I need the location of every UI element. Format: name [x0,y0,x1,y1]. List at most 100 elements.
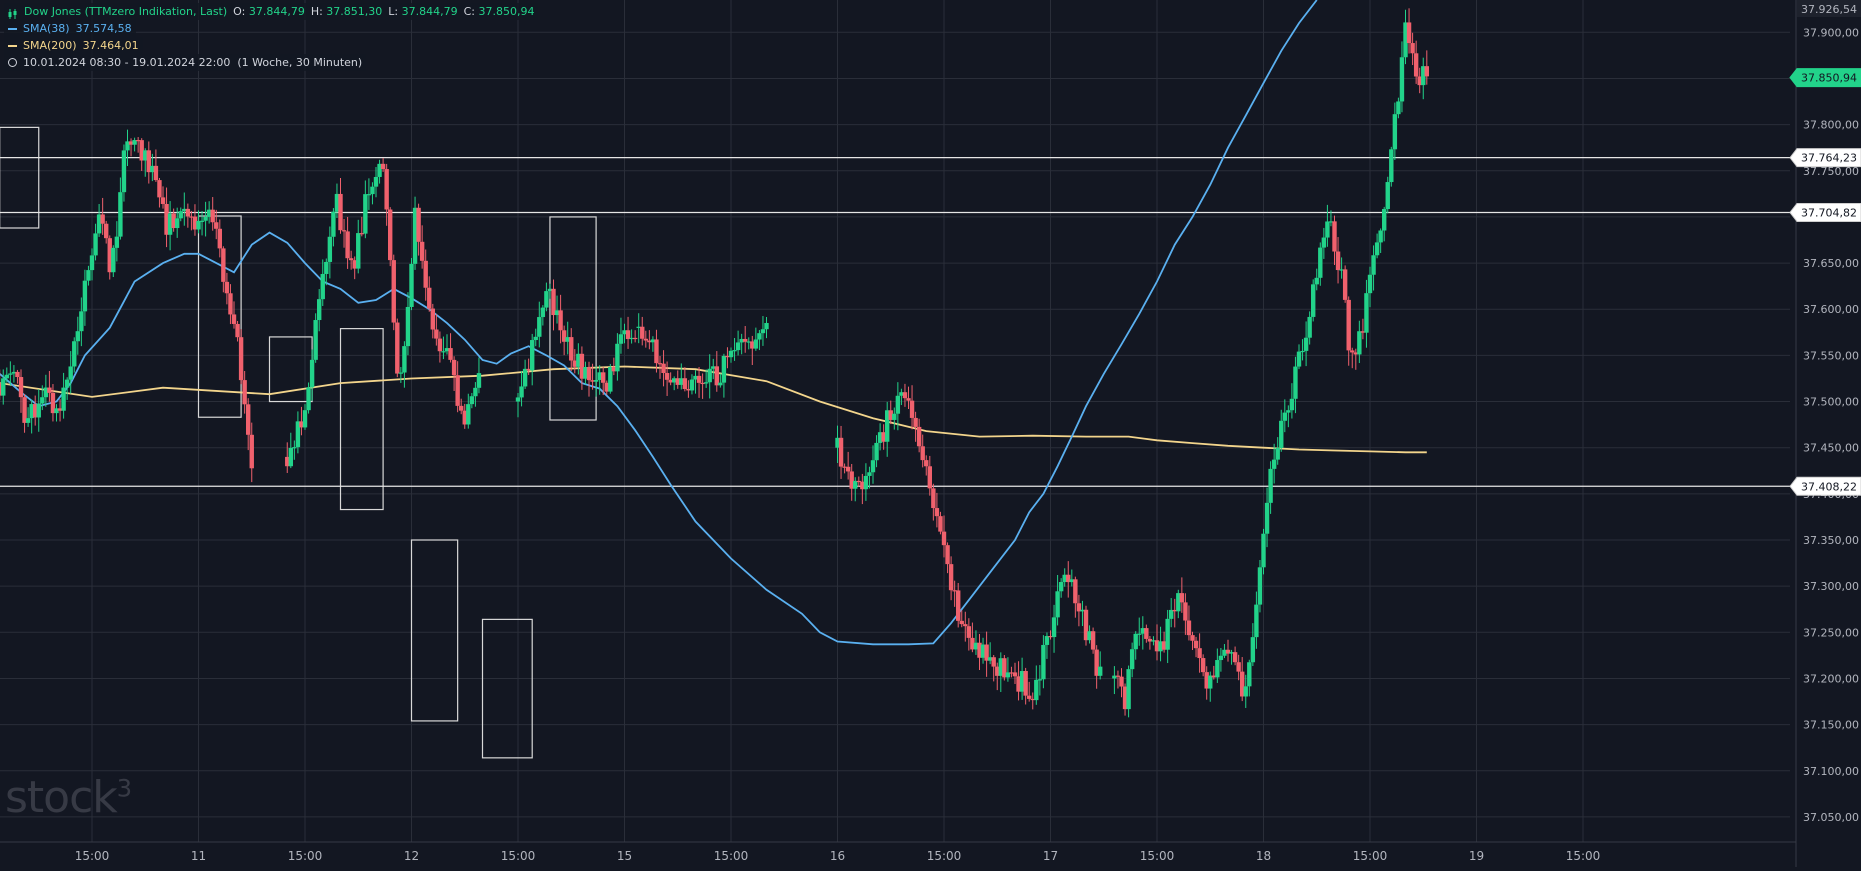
y-tick-label: 37.250,00 [1803,626,1859,639]
x-tick-label: 17 [1043,849,1058,863]
candle-body [1172,609,1177,612]
candle-body [306,387,311,411]
candle-body [1197,648,1202,659]
candle-body [125,141,130,151]
candle-body [835,437,840,448]
hline-price-tag-text: 37.764,23 [1801,152,1857,165]
candle-body [455,375,460,406]
candle-body [842,466,847,468]
candle-body [977,642,982,658]
candle-body [558,310,563,331]
candle-body [444,348,450,352]
candle-body [1410,43,1415,54]
candle-body [838,437,844,467]
candle-body [601,372,606,383]
candle-body [33,404,38,418]
candle-body [327,236,333,262]
candle-body [1137,633,1142,635]
candle-body [615,343,620,372]
candle-body [100,214,105,224]
candle-body [899,392,904,396]
candle-body [93,233,98,256]
sma38-swatch [8,27,17,30]
candle-body [1342,269,1348,300]
y-tick-label: 37.500,00 [1803,396,1859,409]
candle-body [569,337,574,361]
candle-body [292,447,297,449]
candle-body [689,379,695,391]
close-value: 37.850,94 [478,5,535,18]
candle-body [363,194,368,234]
candle-body [47,387,52,393]
candle-body [554,310,560,316]
candle-body [1115,675,1121,677]
range-box [268,336,313,403]
candle-body [1140,628,1145,634]
y-tick-label: 37.200,00 [1803,672,1859,685]
candle-body [29,404,34,419]
legend-sma38-row[interactable]: SMA(38) 37.574,58 [4,20,538,37]
clock-icon [8,58,17,67]
candle-body [1027,695,1032,699]
candle-body [679,378,684,385]
candle-body [987,657,993,661]
brand-watermark: stock3 [5,772,132,823]
watermark-text: stock [5,772,118,823]
candle-body [732,350,737,352]
candle-body [206,209,212,217]
candle-body [1257,567,1263,605]
candle-body [1122,686,1128,710]
candle-body [135,140,141,142]
horizontal-lines [0,156,1796,487]
candle-body [1346,299,1351,351]
candle-body [192,216,198,230]
sma38-value: 37.574,58 [75,22,132,35]
candle-body [160,197,166,204]
candle-body [1250,637,1256,663]
candle-body [1282,412,1287,421]
candle-body [203,216,208,221]
candle-body [991,657,996,667]
candle-body [1318,247,1323,278]
candle-body [1232,652,1238,663]
candle-body [451,359,457,376]
candle-body [1293,366,1298,399]
candle-body [970,637,975,650]
candle-body [1332,221,1337,252]
legend-sma200-row[interactable]: SMA(200) 37.464,01 [4,37,538,54]
legend-instrument-row[interactable]: Dow Jones (TTMzero Indikation, Last) O: … [4,3,539,20]
candle-body [1112,675,1117,679]
hline-price-tag: 37.704,82 [1789,202,1861,222]
x-tick-label: 16 [830,849,845,863]
candle-body [1169,609,1174,619]
candle-body [224,281,230,294]
candle-body [1357,331,1362,355]
candle-body [157,180,162,198]
candle-body [686,389,691,391]
candle-body [324,261,329,274]
candle-body [998,658,1003,676]
candle-body [79,311,84,332]
candle-body [1062,574,1067,583]
candle-body [746,341,751,343]
y-tick-label: 37.600,00 [1803,303,1859,316]
candle-body [576,353,581,367]
candle-body [572,360,577,367]
hline-price-tag-text: 37.704,82 [1801,206,1857,219]
candle-body [416,207,421,242]
candle-body [114,236,120,248]
y-tick-label: 37.750,00 [1803,165,1859,178]
candle-body [348,258,354,261]
candle-body [288,447,293,467]
moving-averages [0,0,1427,646]
candle-body [246,404,251,435]
candle-body [1200,658,1206,673]
candle-body [427,287,432,309]
sma200-value: 37.464,01 [82,39,139,52]
candle-body [1030,698,1035,701]
candle-body [210,209,215,223]
candle-body [920,446,925,461]
candle-body [519,386,524,398]
